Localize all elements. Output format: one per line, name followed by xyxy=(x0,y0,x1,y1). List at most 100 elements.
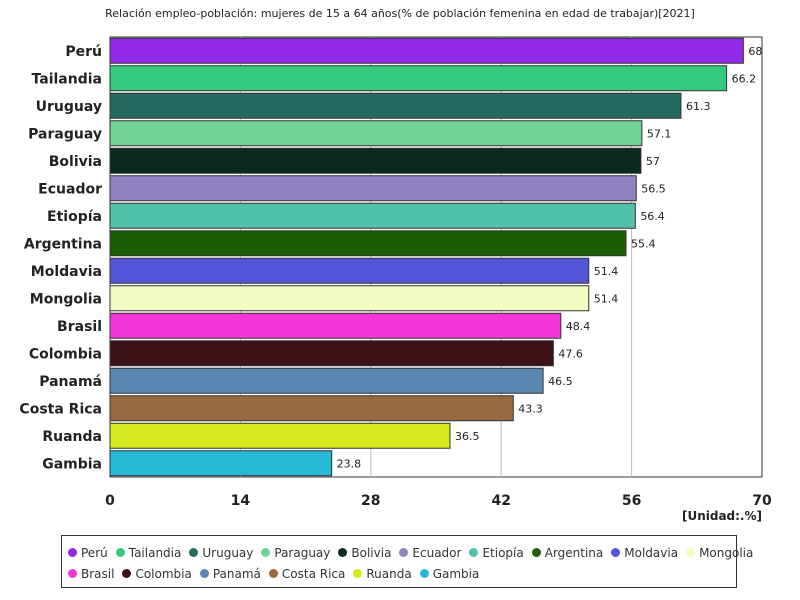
legend-label: Panamá xyxy=(212,566,261,581)
legend-label: Gambia xyxy=(432,566,480,581)
legend-item: Moldavia xyxy=(611,546,678,560)
category-label: Mongolia xyxy=(30,291,102,307)
legend-item: Ecuador xyxy=(399,546,461,560)
bar-value-label: 56.4 xyxy=(640,210,665,223)
bar xyxy=(109,65,728,92)
legend-label: Bolivia xyxy=(351,545,392,560)
legend-item: Tailandia xyxy=(115,545,182,560)
legend-label: Etiopía xyxy=(482,545,524,560)
legend-swatch xyxy=(353,569,363,578)
bar-value-label: 36.5 xyxy=(455,430,480,443)
legend-swatch xyxy=(419,569,429,578)
legend-swatch xyxy=(261,548,271,557)
bar-value-label: 51.4 xyxy=(594,292,619,305)
legend-swatch xyxy=(338,548,348,557)
bar-value-label: 56.5 xyxy=(641,182,666,195)
legend-item: Gambia xyxy=(419,566,480,581)
category-labels: Perú Tailandia Uruguay Paraguay Bolivia Ecuad… xyxy=(19,44,102,473)
bar-value-label: 57.1 xyxy=(647,127,672,140)
legend-swatch xyxy=(531,548,541,557)
legend-item: Bolivia xyxy=(338,546,391,560)
legend-label: Perú xyxy=(81,545,108,560)
bar xyxy=(109,450,333,477)
legend-item: Perú xyxy=(68,546,108,560)
legend-label: Ruanda xyxy=(366,566,412,581)
legend-label: Tailandia xyxy=(128,545,182,560)
legend-item: Costa Rica xyxy=(268,566,346,581)
legend-swatch xyxy=(122,569,132,578)
bar xyxy=(109,230,627,257)
legend-label: Ecuador xyxy=(412,545,462,560)
legend-swatch xyxy=(611,548,621,557)
legend-swatch xyxy=(268,569,278,578)
legend-label: Colombia xyxy=(135,566,192,581)
legend-label: Costa Rica xyxy=(281,566,346,581)
bar-value-label: 47.6 xyxy=(558,347,583,360)
x-tick-label: 14 xyxy=(231,493,251,509)
category-label: Argentina xyxy=(24,236,102,252)
legend-swatch xyxy=(115,548,125,557)
category-label: Tailandia xyxy=(32,71,102,87)
legend: Perú Tailandia Uruguay Paraguay Bolivia Ecuad… xyxy=(61,535,753,588)
legend-item: Etiopía xyxy=(469,545,524,560)
category-label: Uruguay xyxy=(36,99,102,115)
legend-label: Mongolia xyxy=(699,545,754,560)
unit-label: [Unidad:.%] xyxy=(681,509,762,523)
bar-value-label: 51.4 xyxy=(594,265,619,278)
category-label: Brasil xyxy=(57,319,102,335)
bar-value-label: 48.4 xyxy=(566,320,591,333)
bar xyxy=(109,340,554,367)
bar xyxy=(109,202,636,229)
bar-value-label: 68 xyxy=(748,45,762,58)
bar xyxy=(109,367,544,394)
chart-title: Relación empleo-población: mujeres de 15… xyxy=(105,7,695,20)
legend-label: Moldavia xyxy=(624,545,679,560)
legend-item: Colombia xyxy=(122,566,192,581)
category-label: Gambia xyxy=(42,456,102,472)
bar xyxy=(109,92,682,119)
bar-value-label: 46.5 xyxy=(548,375,573,388)
category-label: Ruanda xyxy=(42,429,102,445)
legend-item: Mongolia xyxy=(686,546,753,560)
legend-row: Perú Tailandia Uruguay Paraguay Bolivia Ecuad… xyxy=(68,542,753,563)
legend-label: Uruguay xyxy=(202,545,254,560)
category-label: Perú xyxy=(65,44,102,60)
bar xyxy=(109,257,590,284)
x-tick-label: 0 xyxy=(105,493,115,509)
bar-chart: 68 66.2 61.3 57.1 57 56.5 56.4 55.4 51.4 51.4 48.4… xyxy=(19,36,772,509)
legend-swatch xyxy=(68,548,77,557)
x-tick-label: 56 xyxy=(622,493,641,509)
bar-value-label: 23.8 xyxy=(337,457,362,470)
bar xyxy=(109,175,637,202)
category-label: Costa Rica xyxy=(19,401,102,417)
category-label: Etiopía xyxy=(47,209,102,225)
legend-item: Panamá xyxy=(199,566,261,581)
legend-label: Brasil xyxy=(81,566,115,581)
legend-item: Uruguay xyxy=(189,546,253,560)
bar-value-label: 61.3 xyxy=(686,100,711,113)
bar xyxy=(109,285,590,312)
legend-swatch xyxy=(199,569,209,578)
category-label: Ecuador xyxy=(38,181,102,197)
legend-item: Ruanda xyxy=(353,566,412,581)
bar xyxy=(109,422,451,449)
category-label: Colombia xyxy=(29,346,102,362)
category-label: Panamá xyxy=(39,374,102,390)
legend-row: Brasil Colombia Panamá Costa Rica Ruanda Gamb… xyxy=(68,563,730,584)
legend-swatch xyxy=(399,548,409,557)
bar xyxy=(109,312,562,339)
legend-item: Argentina xyxy=(531,546,603,560)
x-tick-label: 28 xyxy=(361,493,380,509)
x-tick-label: 42 xyxy=(491,493,510,509)
legend-item: Paraguay xyxy=(261,546,330,560)
category-label: Paraguay xyxy=(28,126,102,142)
bar-value-label: 55.4 xyxy=(631,237,656,250)
legend-swatch xyxy=(469,548,479,557)
bar-value-label: 66.2 xyxy=(732,72,757,85)
bars: 68 66.2 61.3 57.1 57 56.5 56.4 55.4 51.4 51.4 48.4… xyxy=(109,37,762,477)
legend-swatch xyxy=(68,569,77,578)
category-label: Moldavia xyxy=(31,264,102,280)
x-tick-label: 70 xyxy=(752,493,772,509)
bar-value-label: 57 xyxy=(646,155,660,168)
category-label: Bolivia xyxy=(49,154,102,170)
